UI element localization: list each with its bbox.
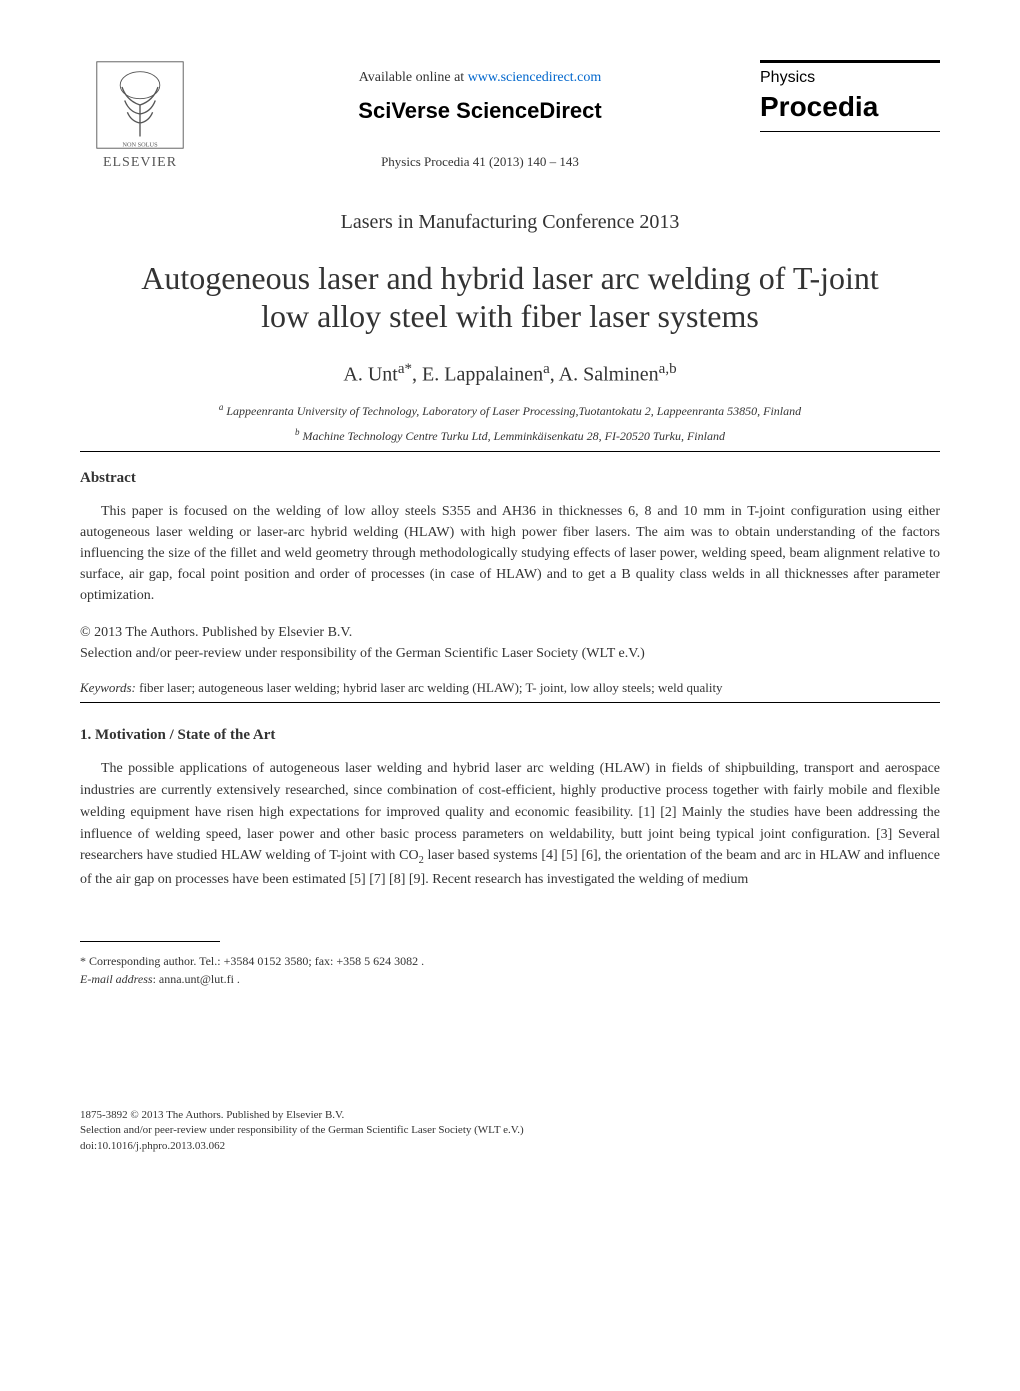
sciencedirect-link[interactable]: www.sciencedirect.com xyxy=(468,70,602,85)
publisher-block: NON SOLUS ELSEVIER xyxy=(80,60,200,171)
keywords-label: Keywords: xyxy=(80,680,136,695)
affiliation-a-text: Lappeenranta University of Technology, L… xyxy=(226,404,801,418)
journal-brand-line1: Physics xyxy=(760,69,940,87)
authors: A. Unta*, E. Lappalainena, A. Salminena,… xyxy=(80,361,940,387)
keywords-text: fiber laser; autogeneous laser welding; … xyxy=(136,680,723,695)
available-online: Available online at www.sciencedirect.co… xyxy=(200,70,760,86)
footer-line1: 1875-3892 © 2013 The Authors. Published … xyxy=(80,1108,940,1123)
footer-line2: Selection and/or peer-review under respo… xyxy=(80,1123,940,1138)
email-label: E-mail address xyxy=(80,972,153,986)
email-value: : anna.unt@lut.fi . xyxy=(153,972,240,986)
journal-reference: Physics Procedia 41 (2013) 140 – 143 xyxy=(200,154,760,170)
publisher-name: ELSEVIER xyxy=(80,155,200,171)
header-center: Available online at www.sciencedirect.co… xyxy=(200,60,760,170)
section-1-body: The possible applications of autogeneous… xyxy=(80,758,940,891)
rule xyxy=(80,451,940,452)
elsevier-tree-icon: NON SOLUS xyxy=(95,60,185,150)
journal-brand-line2: Procedia xyxy=(760,87,940,125)
affiliation-a: a Lappeenranta University of Technology,… xyxy=(80,401,940,420)
rule xyxy=(80,702,940,703)
platform-name: SciVerse ScienceDirect xyxy=(200,98,760,124)
paper-title: Autogeneous laser and hybrid laser arc w… xyxy=(120,259,900,336)
abstract-heading: Abstract xyxy=(80,470,940,487)
copyright-line1: © 2013 The Authors. Published by Elsevie… xyxy=(80,622,940,643)
copyright-line2: Selection and/or peer-review under respo… xyxy=(80,643,940,664)
corresponding-author: * Corresponding author. Tel.: +3584 0152… xyxy=(80,952,940,970)
footer-line3: doi:10.1016/j.phpro.2013.03.062 xyxy=(80,1139,940,1154)
affiliation-b-text: Machine Technology Centre Turku Ltd, Lem… xyxy=(303,429,725,443)
journal-brand: Physics Procedia xyxy=(760,60,940,132)
available-label: Available online at xyxy=(359,70,468,85)
abstract-text: This paper is focused on the welding of … xyxy=(80,501,940,606)
keywords: Keywords: fiber laser; autogeneous laser… xyxy=(80,680,940,696)
page-footer: 1875-3892 © 2013 The Authors. Published … xyxy=(80,1108,940,1154)
corresponding-email: E-mail address: anna.unt@lut.fi . xyxy=(80,970,940,988)
section-1-heading: 1. Motivation / State of the Art xyxy=(80,727,940,744)
footnote-separator xyxy=(80,941,220,942)
affiliation-b: b Machine Technology Centre Turku Ltd, L… xyxy=(80,426,940,445)
conference-name: Lasers in Manufacturing Conference 2013 xyxy=(80,211,940,234)
header: NON SOLUS ELSEVIER Available online at w… xyxy=(80,60,940,171)
svg-text:NON SOLUS: NON SOLUS xyxy=(122,141,158,148)
